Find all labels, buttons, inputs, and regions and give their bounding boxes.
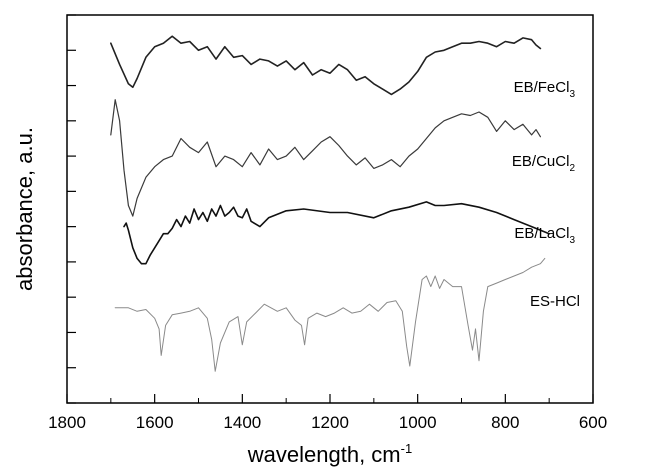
x-tick-label: 1600: [136, 413, 174, 432]
x-tick-label: 1800: [48, 413, 86, 432]
series-label-es-hcl: ES-HCl: [530, 293, 580, 310]
series-line-eb-lacl3: [124, 202, 549, 264]
x-tick-label: 1200: [311, 413, 349, 432]
series-lines: [111, 36, 549, 371]
y-axis-title: absorbance, a.u.: [12, 127, 37, 291]
x-axis-ticks: [67, 394, 593, 403]
x-tick-label: 600: [579, 413, 607, 432]
x-tick-label: 1400: [223, 413, 261, 432]
x-tick-label: 1000: [399, 413, 437, 432]
x-axis-tick-labels: 1800 1600 1400 1200 1000 800 600: [48, 413, 607, 432]
series-label-eb-fecl3: EB/FeCl3: [514, 79, 576, 100]
x-axis-title: wavelength, cm-1: [247, 441, 412, 467]
series-label-eb-cucl2: EB/CuCl2: [512, 153, 576, 174]
y-axis-ticks: [67, 15, 76, 403]
series-line-eb-cucl2: [111, 100, 541, 216]
series-labels: EB/FeCl3 EB/CuCl2 EB/LaCl3 ES-HCl: [512, 79, 580, 310]
series-line-eb-fecl3: [111, 36, 541, 94]
series-label-eb-lacl3: EB/LaCl3: [514, 225, 575, 246]
x-tick-label: 800: [491, 413, 519, 432]
series-line-es-hcl: [115, 258, 545, 371]
